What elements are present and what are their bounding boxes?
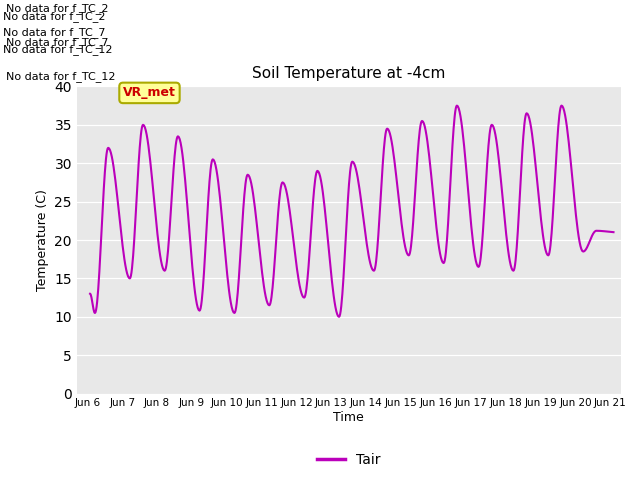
X-axis label: Time: Time	[333, 411, 364, 424]
Text: No data for f_TC_12: No data for f_TC_12	[3, 44, 113, 55]
Text: VR_met: VR_met	[123, 86, 176, 99]
Legend: Tair: Tair	[312, 447, 386, 473]
Text: No data for f_TC_2: No data for f_TC_2	[6, 3, 109, 14]
Title: Soil Temperature at -4cm: Soil Temperature at -4cm	[252, 66, 445, 81]
Text: No data for f_TC_2: No data for f_TC_2	[3, 11, 106, 22]
Text: No data for f_TC_7: No data for f_TC_7	[3, 27, 106, 38]
Y-axis label: Temperature (C): Temperature (C)	[36, 189, 49, 291]
Text: No data for f_TC_12: No data for f_TC_12	[6, 71, 116, 82]
Text: No data for f_TC_7: No data for f_TC_7	[6, 37, 109, 48]
